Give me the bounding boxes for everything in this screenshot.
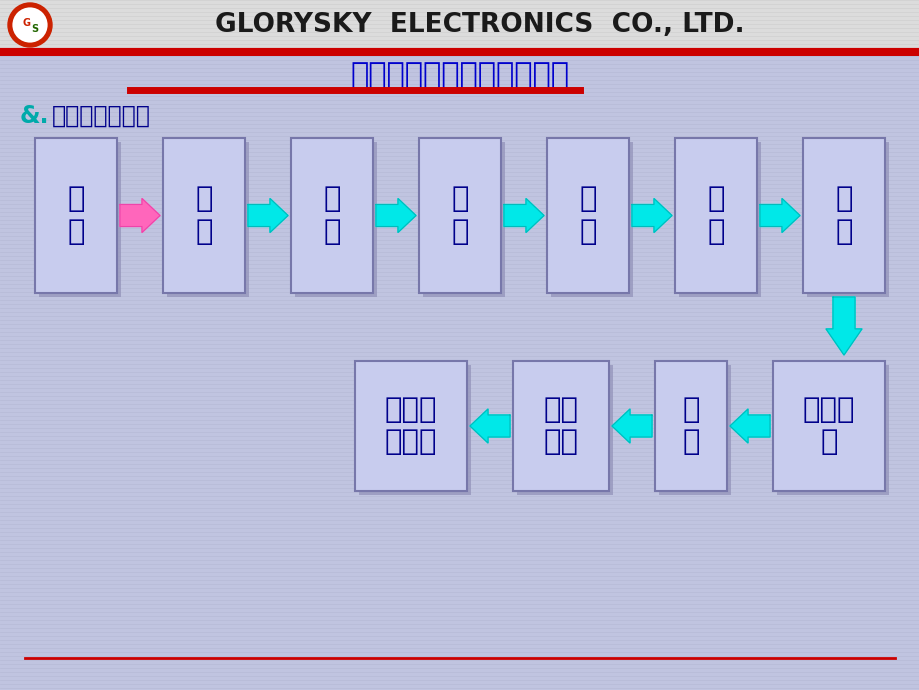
FancyBboxPatch shape	[0, 0, 919, 50]
FancyBboxPatch shape	[0, 50, 919, 56]
Text: 拍
照: 拍 照	[707, 186, 724, 246]
FancyBboxPatch shape	[167, 142, 249, 297]
Polygon shape	[470, 409, 509, 443]
FancyBboxPatch shape	[163, 138, 244, 293]
Text: 書面
存檔: 書面 存檔	[543, 396, 578, 456]
Text: 填寫報
表: 填寫報 表	[802, 396, 855, 456]
FancyBboxPatch shape	[295, 142, 377, 297]
Polygon shape	[631, 199, 671, 233]
Circle shape	[8, 3, 52, 47]
FancyBboxPatch shape	[423, 142, 505, 297]
FancyBboxPatch shape	[513, 361, 608, 491]
Text: GLORYSKY  ELECTRONICS  CO., LTD.: GLORYSKY ELECTRONICS CO., LTD.	[215, 12, 744, 38]
Circle shape	[11, 6, 49, 44]
FancyBboxPatch shape	[772, 361, 884, 491]
FancyBboxPatch shape	[777, 365, 888, 495]
FancyBboxPatch shape	[678, 142, 760, 297]
FancyBboxPatch shape	[550, 142, 632, 297]
FancyBboxPatch shape	[35, 138, 117, 293]
Text: 第二部分：切片的制作程序: 第二部分：切片的制作程序	[350, 61, 569, 90]
Polygon shape	[759, 199, 800, 233]
FancyBboxPatch shape	[802, 138, 884, 293]
FancyBboxPatch shape	[806, 142, 888, 297]
Polygon shape	[504, 199, 543, 233]
Text: 提供書
面報表: 提供書 面報表	[384, 396, 437, 456]
Text: 切片制作流程：: 切片制作流程：	[52, 104, 151, 128]
FancyBboxPatch shape	[547, 138, 629, 293]
FancyBboxPatch shape	[355, 361, 467, 491]
Text: 研
磨: 研 磨	[323, 186, 340, 246]
Polygon shape	[376, 199, 415, 233]
Text: 封
膈: 封 膈	[195, 186, 212, 246]
FancyBboxPatch shape	[654, 361, 726, 491]
Polygon shape	[248, 199, 288, 233]
Polygon shape	[729, 409, 769, 443]
Text: 拋
光: 拋 光	[450, 186, 469, 246]
Text: 取
樣: 取 樣	[67, 186, 85, 246]
FancyBboxPatch shape	[290, 138, 372, 293]
Text: &.: &.	[20, 104, 50, 128]
FancyBboxPatch shape	[658, 365, 731, 495]
Text: 量
測: 量 測	[834, 186, 852, 246]
Text: 判
定: 判 定	[682, 396, 699, 456]
FancyBboxPatch shape	[358, 365, 471, 495]
Polygon shape	[611, 409, 652, 443]
Text: S: S	[31, 24, 39, 34]
Polygon shape	[825, 297, 861, 355]
FancyBboxPatch shape	[675, 138, 756, 293]
Text: 微
蝕: 微 蝕	[579, 186, 596, 246]
Polygon shape	[119, 199, 160, 233]
FancyBboxPatch shape	[418, 138, 501, 293]
Text: G: G	[23, 18, 31, 28]
FancyBboxPatch shape	[516, 365, 612, 495]
FancyBboxPatch shape	[39, 142, 121, 297]
